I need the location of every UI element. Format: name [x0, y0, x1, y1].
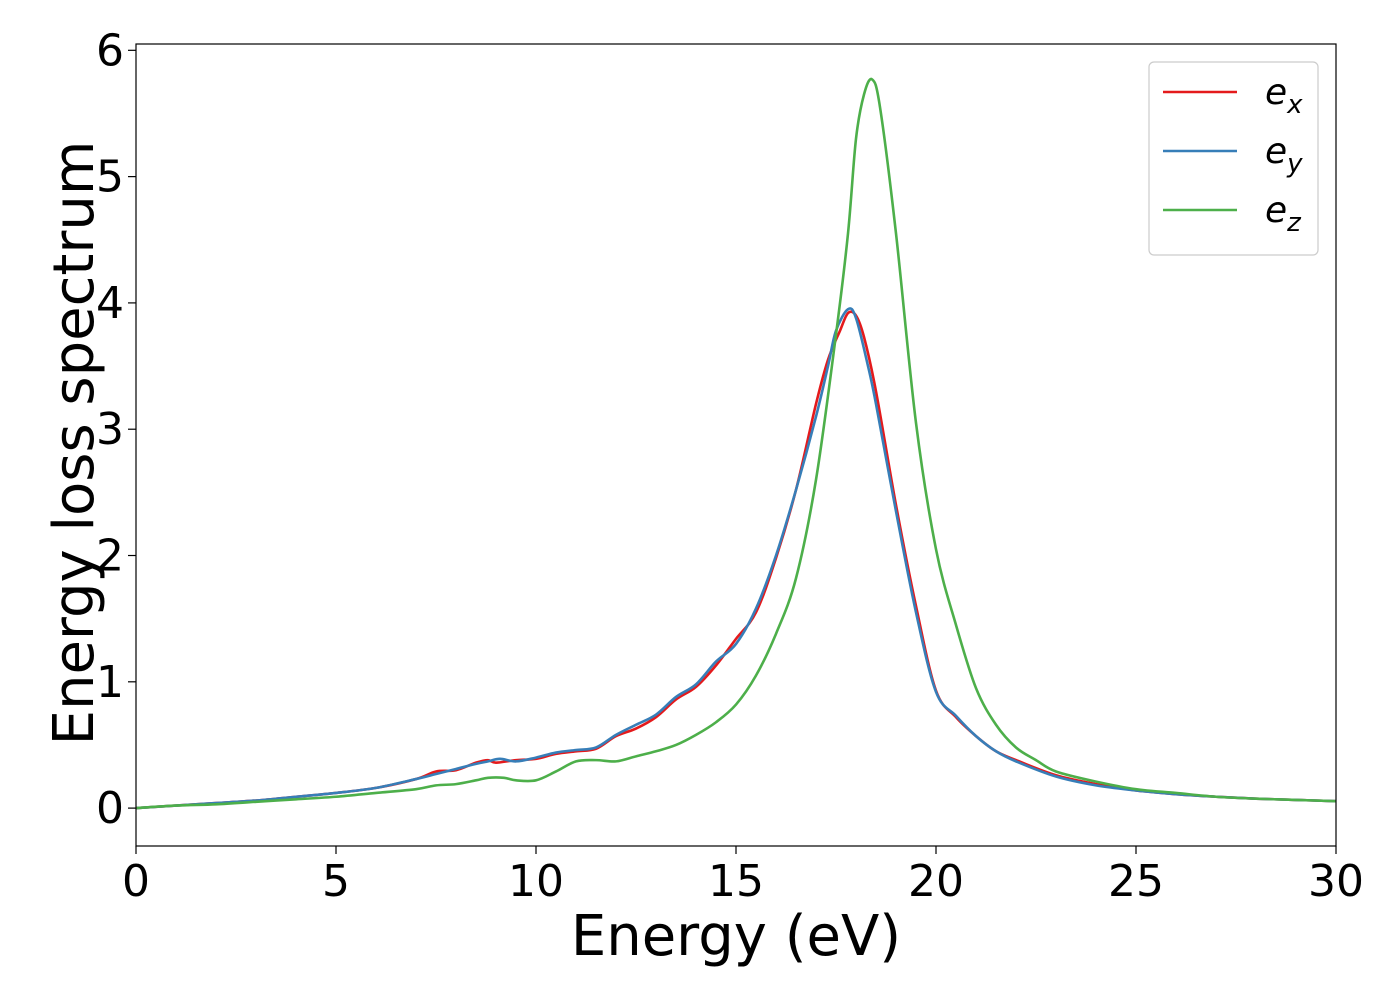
y-tick-label: 4 [96, 278, 124, 329]
x-tick-label: 0 [122, 856, 150, 907]
legend-entry: ex [1163, 72, 1303, 120]
y-tick-label: 6 [96, 25, 124, 76]
y-tick-label: 5 [96, 152, 124, 203]
series-line-e-y [136, 307, 1336, 810]
x-axis-label: Energy (eV) [571, 904, 901, 969]
y-tick-label: 0 [96, 783, 124, 834]
y-axis-label: Energy loss spectrum [42, 141, 107, 746]
x-tick-label: 5 [322, 856, 350, 907]
x-axis: 0 5 10 15 20 25 30 [122, 846, 1364, 907]
plot-area [135, 43, 1337, 847]
x-tick-label: 10 [508, 856, 564, 907]
legend-label: ey [1265, 131, 1303, 179]
legend-label: ex [1265, 72, 1303, 120]
legend: ex ey ez [1148, 61, 1319, 256]
y-tick-label: 1 [96, 657, 124, 708]
x-tick-label: 15 [708, 856, 764, 907]
legend-entry: ey [1163, 131, 1303, 179]
legend-box [1148, 61, 1319, 256]
y-tick-label: 2 [96, 531, 124, 582]
x-tick-label: 20 [908, 856, 964, 907]
y-tick-label: 3 [96, 404, 124, 455]
y-axis: 0 1 2 3 4 5 6 [96, 25, 136, 834]
legend-entry: ez [1163, 190, 1302, 238]
series-line-e-z [136, 77, 1336, 810]
x-tick-label: 25 [1108, 856, 1164, 907]
x-tick-label: 30 [1308, 856, 1364, 907]
legend-label: ez [1265, 190, 1302, 238]
series-layer [136, 77, 1336, 810]
